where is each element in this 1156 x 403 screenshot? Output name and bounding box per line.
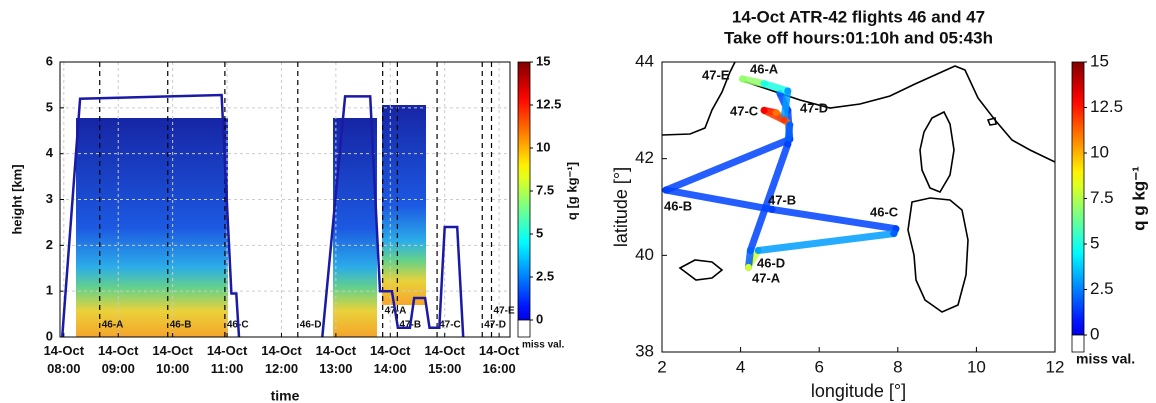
x-tick-label: 14-Oct 08:00 (44, 343, 85, 376)
track-point (772, 109, 780, 117)
track-point (890, 230, 898, 238)
y-tick-label: 44 (635, 51, 654, 70)
track-label: 46-C (870, 204, 899, 219)
track-point (760, 80, 768, 88)
x-tick-label: 14-Oct 14:00 (370, 343, 411, 376)
track-point (786, 121, 794, 129)
marker-label: 47-C (439, 320, 461, 331)
colorbar-tick-label: 10 (1090, 142, 1109, 161)
track-label: 47-E (702, 67, 730, 82)
colorbar-tick-label: 7.5 (1090, 188, 1114, 207)
coastline (662, 62, 1055, 313)
track-point (744, 263, 752, 271)
x-tick-label: 12 (1046, 357, 1065, 376)
colorbar-missing-label: miss val. (1076, 351, 1135, 367)
track-label: 47-B (768, 192, 796, 207)
y-axis-label: latitude [°] (611, 167, 631, 247)
x-tick-label: 10 (967, 357, 986, 376)
x-tick-label: 14-Oct 11:00 (207, 343, 248, 376)
x-tick-label: 4 (736, 357, 745, 376)
track-segment (739, 75, 768, 88)
y-tick-label: 40 (635, 245, 654, 264)
track-segment (780, 87, 792, 124)
x-tick-label: 14-Oct 16:00 (479, 343, 520, 376)
colorbar-tick-label: 2.5 (536, 268, 554, 283)
x-tick-label: 14-Oct 10:00 (152, 343, 193, 376)
colorbar-label: q [g kg⁻¹] (564, 162, 579, 220)
x-axis-label: time (271, 388, 300, 403)
track-segment (754, 230, 898, 254)
y-tick-label: 5 (46, 99, 53, 114)
marker-label: 47-D (484, 320, 506, 331)
track-point (784, 140, 792, 148)
track-point (662, 186, 670, 194)
marker-label: 46-A (102, 320, 124, 331)
track-segment (746, 140, 792, 254)
y-tick-label: 1 (46, 283, 53, 298)
colorbar-missing (1071, 334, 1085, 353)
marker-label: 46-B (170, 320, 192, 331)
colorbar-tick-label: 5 (536, 225, 543, 240)
chart-title: 14-Oct ATR-42 flights 46 and 47 (732, 7, 985, 26)
marker-label: 46-D (300, 320, 322, 331)
y-tick-label: 6 (46, 53, 53, 68)
track-label: 46-B (664, 198, 692, 213)
x-tick-label: 14-Oct 15:00 (424, 343, 465, 376)
track-label: 47-C (730, 103, 759, 118)
colorbar-tick-label: 10 (536, 139, 550, 154)
y-axis-label: height [km] (9, 164, 24, 234)
colorbar-label: q g kg⁻¹ (1129, 166, 1148, 231)
track-label: 46-D (757, 255, 785, 270)
colorbar-missing-label: miss val. (522, 340, 564, 351)
colorbar-missing (517, 319, 531, 338)
curtain (76, 105, 426, 337)
track-point (780, 116, 788, 124)
flight-altitude (60, 93, 465, 338)
track-point (768, 205, 776, 213)
y-tick-label: 4 (46, 145, 54, 160)
y-tick-label: 2 (46, 237, 53, 252)
colorbar (517, 61, 531, 321)
colorbar-tick-label: 15 (1090, 51, 1109, 70)
track-point (754, 247, 762, 254)
track-label: 46-A (750, 61, 779, 76)
marker-label: 47-E (493, 306, 514, 317)
x-axis-label: longitude [°] (811, 381, 906, 401)
track-point (739, 75, 747, 83)
y-tick-label: 42 (635, 148, 654, 167)
y-tick-label: 38 (635, 341, 654, 360)
plot-frame (661, 61, 1056, 353)
x-tick-label: 14-Oct 13:00 (316, 343, 357, 376)
track-label: 47-A (752, 270, 781, 285)
track-segment (662, 186, 776, 213)
x-tick-label: 8 (893, 357, 902, 376)
track-label: 47-D (800, 100, 828, 115)
track-point (746, 247, 754, 254)
track-segment (768, 205, 900, 233)
colorbar-tick-label: 5 (1090, 233, 1099, 252)
y-tick-label: 0 (46, 328, 53, 343)
track-segment (662, 135, 794, 194)
colorbar (1071, 61, 1085, 336)
track-point (784, 87, 792, 95)
track-segment (760, 80, 792, 95)
x-tick-label: 6 (814, 357, 823, 376)
x-tick-label: 2 (657, 357, 666, 376)
track-point (760, 106, 768, 114)
plot-frame (59, 61, 511, 338)
colorbar-tick-label: 2.5 (1090, 279, 1114, 298)
colorbar-tick-label: 15 (536, 53, 550, 68)
colorbar-tick-label: 12.5 (536, 96, 561, 111)
colorbar-tick-label: 0 (1090, 324, 1099, 343)
chart-title: Take off hours:01:10h and 05:43h (724, 28, 993, 47)
x-tick-label: 14-Oct 09:00 (98, 343, 139, 376)
x-tick-label: 14-Oct 12:00 (261, 343, 302, 376)
colorbar-tick-label: 0 (536, 311, 543, 326)
colorbar-tick-label: 7.5 (536, 182, 554, 197)
colorbar-tick-label: 12.5 (1090, 97, 1123, 116)
tracks (662, 75, 900, 271)
y-tick-label: 3 (46, 191, 53, 206)
